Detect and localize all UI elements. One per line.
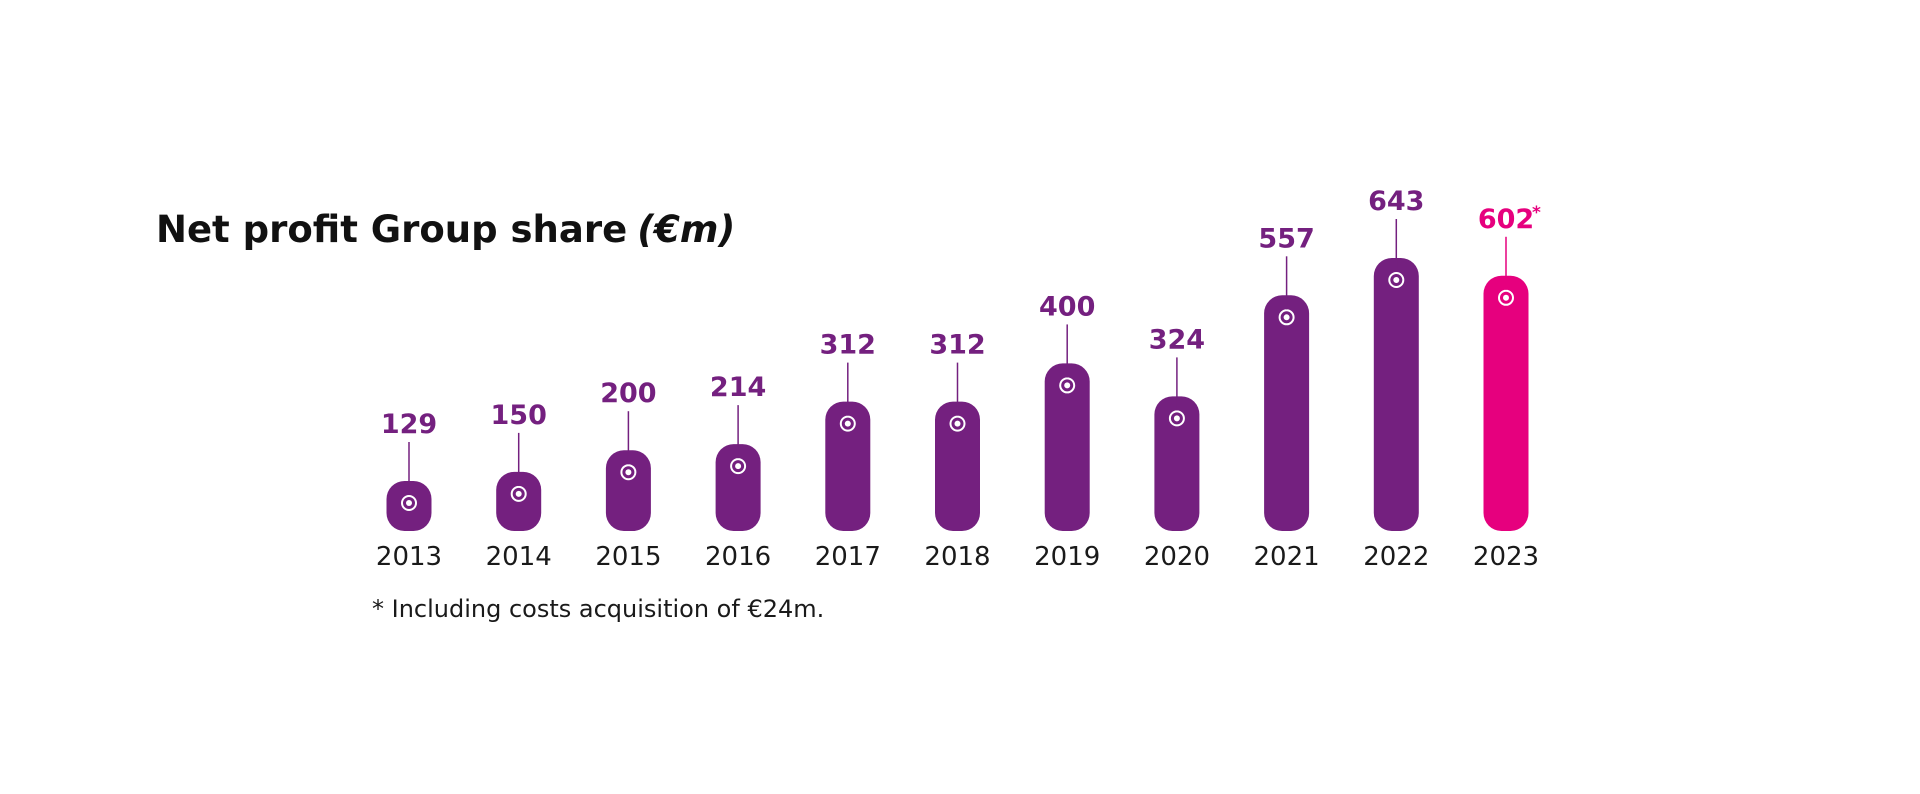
value-label: 312: [820, 330, 876, 361]
year-label: 2021: [1254, 542, 1320, 572]
bar-marker-ring: [1498, 289, 1514, 306]
bar-group: 200 2015: [595, 378, 661, 572]
bar-marker-dot: [1173, 415, 1180, 422]
bar-marker-dot: [406, 500, 412, 506]
bar-group: 312 2017: [815, 330, 881, 572]
bar-marker-dot: [625, 469, 632, 476]
bar-marker-ring: [1168, 410, 1185, 427]
year-label: 2023: [1473, 542, 1539, 572]
footnote: * Including costs acquisition of €24m.: [372, 595, 824, 623]
bar-group: 400 2019: [1034, 291, 1100, 572]
bar: [1044, 363, 1090, 531]
bar: [1373, 258, 1419, 531]
year-label: 2013: [376, 542, 442, 572]
bar-group: 602* 2023: [1473, 203, 1541, 572]
bar: [1483, 275, 1529, 531]
bar-marker-ring: [1278, 309, 1295, 326]
bar-marker-dot: [1064, 382, 1071, 389]
bar-marker-ring: [510, 485, 527, 502]
bar: [605, 450, 651, 531]
bar-marker-ring: [730, 458, 747, 475]
value-label-asterisk: *: [1532, 203, 1541, 223]
bar: [715, 444, 761, 531]
bar-group: 312 2018: [924, 330, 990, 572]
chart-title-main: Net profit Group share: [156, 208, 627, 251]
chart-title-unit: (€m): [637, 208, 735, 251]
bar: [935, 401, 980, 531]
bar-group: 150 2014: [486, 400, 552, 572]
bar-marker-ring: [839, 415, 856, 432]
value-label: 643: [1368, 186, 1424, 217]
value-label: 324: [1149, 324, 1205, 355]
year-label: 2018: [924, 542, 990, 572]
year-label: 2022: [1363, 542, 1429, 572]
value-label: 214: [710, 372, 766, 403]
value-label: 602: [1478, 204, 1534, 235]
bar-marker-dot: [1393, 277, 1400, 283]
year-label: 2019: [1034, 542, 1100, 572]
value-label: 129: [381, 409, 437, 440]
bar-marker-dot: [1283, 314, 1290, 321]
value-label: 400: [1039, 291, 1095, 322]
bar-marker-dot: [1503, 294, 1509, 301]
value-label: 200: [600, 378, 656, 409]
bar-group: 643 2022: [1363, 186, 1429, 572]
value-label: 312: [929, 330, 985, 361]
year-label: 2015: [595, 542, 661, 572]
bars-layer: 129 2013 150 2014 200 2015 214 2016 312 2017 312 20…: [376, 186, 1541, 572]
year-label: 2020: [1144, 542, 1210, 572]
bar-marker-dot: [954, 420, 961, 427]
bar-marker-ring: [401, 495, 417, 511]
bar-marker-ring: [949, 415, 966, 432]
bar-group: 129 2013: [376, 409, 442, 572]
year-label: 2017: [815, 542, 881, 572]
bar-marker-ring: [1388, 272, 1405, 288]
year-label: 2014: [486, 542, 552, 572]
value-label: 557: [1258, 223, 1314, 254]
bar: [1264, 295, 1310, 531]
bar-group: 324 2020: [1144, 324, 1210, 572]
bar-marker-ring: [620, 464, 637, 481]
bar-group: 214 2016: [705, 372, 771, 572]
bar-marker-dot: [515, 490, 522, 497]
bar: [825, 401, 871, 531]
chart-title: Net profit Group share (€m): [156, 208, 735, 251]
value-label: 150: [491, 400, 547, 431]
bar-group: 557 2021: [1254, 223, 1320, 572]
year-label: 2016: [705, 542, 771, 572]
bar: [1154, 396, 1200, 531]
bar-marker-dot: [844, 420, 851, 427]
bar-marker-dot: [735, 463, 742, 470]
bar-marker-ring: [1059, 377, 1076, 394]
